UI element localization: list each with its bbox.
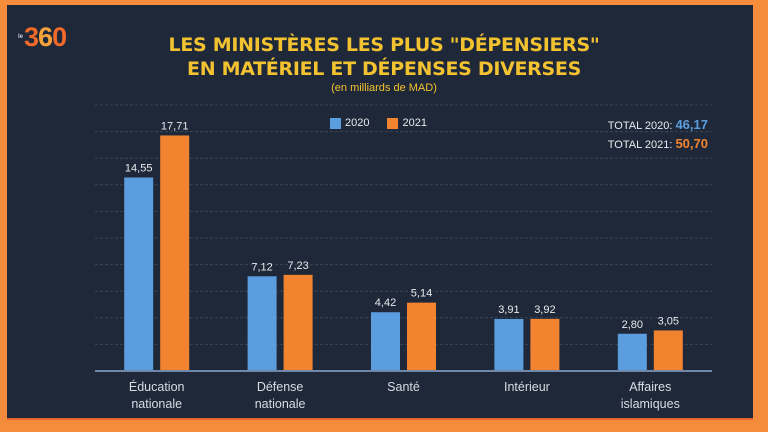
bar-2020 [617, 333, 647, 371]
legend-label-2021: 2021 [402, 117, 427, 129]
legend-item-2021: 2021 [387, 117, 427, 129]
bar-2020 [247, 276, 277, 371]
logo-number: 360 [24, 21, 67, 53]
bar-2020 [371, 312, 400, 371]
bar-2021 [653, 330, 683, 371]
x-tick-label: Défense [257, 380, 304, 394]
bar-value-label: 17,71 [161, 120, 189, 132]
x-tick-label: Éducation [129, 379, 185, 394]
bar-2021 [160, 135, 190, 371]
legend-item-2020: 2020 [330, 117, 369, 129]
bar-value-label: 3,91 [498, 304, 519, 316]
logo-digit: 6 [38, 21, 53, 52]
legend-swatch-2020 [330, 117, 341, 129]
legend-swatch-2021 [387, 117, 399, 129]
total-2021: TOTAL 2021: 50,70 [608, 135, 708, 154]
bar-value-label: 5,14 [411, 288, 432, 300]
x-tick-label: Intérieur [504, 380, 550, 394]
gridlines [95, 104, 712, 345]
legend-label-2020: 2020 [345, 117, 370, 129]
logo-digit: 3 [24, 21, 39, 52]
bar-2021 [530, 318, 560, 371]
logo-prefix: le [18, 34, 24, 40]
chart-title: LES MINISTÈRES LES PLUS "DÉPENSIERS" EN … [0, 33, 768, 81]
total-2021-label: TOTAL 2021: [607, 139, 673, 151]
bar-value-label: 3,92 [534, 304, 555, 316]
bars [124, 135, 683, 371]
value-labels: 14,55 17,71 7,12 7,23 4,42 5,14 3,91 3,92 2,80 3,… [125, 120, 679, 330]
logo-digit: 0 [52, 21, 67, 52]
x-axis: Éducation nationale Défense nationale Santé I… [95, 370, 712, 411]
bar-value-label: 7,23 [287, 260, 308, 272]
bar-2020 [494, 318, 524, 371]
chart-subtitle: (en milliards de MAD) [331, 82, 437, 94]
bar-2020 [124, 177, 154, 371]
total-2020: TOTAL 2020: 46,17 [608, 116, 708, 135]
bar-value-label: 7,12 [251, 261, 272, 273]
total-2021-value: 50,70 [675, 136, 708, 151]
le360-logo: le 360 [18, 21, 67, 53]
total-2020-value: 46,17 [675, 117, 708, 132]
bar-2021 [283, 274, 313, 371]
bar-value-label: 2,80 [622, 319, 643, 331]
bar-value-label: 4,42 [375, 297, 396, 309]
bar-value-label: 14,55 [125, 162, 153, 174]
x-tick-label: islamiques [621, 397, 680, 411]
x-tick-label: nationale [131, 397, 182, 411]
x-tick-label: nationale [255, 397, 306, 411]
chart-title-line-1: LES MINISTÈRES LES PLUS "DÉPENSIERS" [168, 34, 600, 56]
total-2020-label: TOTAL 2020: [607, 120, 673, 132]
totals-box: TOTAL 2020: 46,17 TOTAL 2021: 50,70 [608, 116, 708, 154]
bar-2021 [407, 302, 436, 371]
x-tick-label: Affaires [629, 380, 671, 394]
x-tick-label: Santé [387, 380, 420, 394]
legend: 2020 2021 [330, 117, 427, 129]
chart-title-line-2: EN MATÉRIEL ET DÉPENSES DIVERSES [187, 58, 581, 80]
bar-value-label: 3,05 [658, 315, 679, 327]
